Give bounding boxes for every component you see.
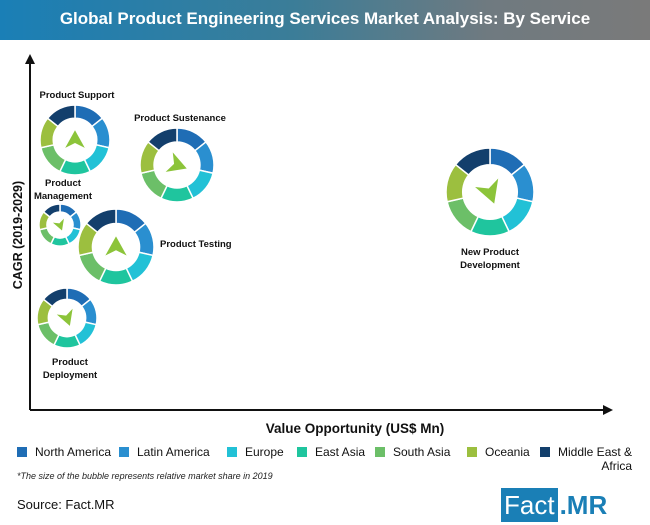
donut-segment-south-asia: [446, 197, 480, 233]
title-bar: Global Product Engineering Services Mark…: [0, 0, 650, 40]
bubble-product-management: Product Management: [34, 178, 93, 247]
legend-item-north-america: North America: [17, 445, 111, 459]
legend-swatch: [375, 447, 385, 457]
legend-item-middle-east-africa: Middle East & Africa: [540, 445, 632, 473]
legend-item-europe: Europe: [227, 445, 284, 459]
x-axis-arrow-icon: [603, 405, 613, 415]
trend-arrow-icon: [105, 236, 127, 256]
legend-swatch: [227, 447, 237, 457]
legend-swatch: [467, 447, 477, 457]
trend-arrow-icon: [52, 218, 64, 231]
bubble-product-support: Product Support: [39, 90, 116, 176]
donut-segment-middle-east-africa: [454, 147, 491, 177]
donut-segment-south-asia: [38, 226, 56, 245]
donut-segment-south-asia: [140, 169, 169, 200]
legend-label: North America: [35, 445, 112, 459]
donut-segment-south-asia: [39, 143, 67, 173]
x-axis-label: Value Opportunity (US$ Mn): [265, 421, 445, 436]
legend-label: South Asia: [393, 445, 451, 459]
y-axis-label: CAGR (2019-2029): [11, 180, 25, 290]
footnote: *The size of the bubble represents relat…: [17, 471, 273, 481]
trend-arrow-icon: [165, 152, 187, 172]
legend-swatch: [17, 447, 27, 457]
bubble-label: Product Testing: [160, 239, 232, 250]
legend-item-latin-america: Latin America: [119, 445, 210, 459]
legend-label: Europe: [245, 445, 284, 459]
legend-label: Latin America: [137, 445, 210, 459]
donut-segment-middle-east-africa: [42, 287, 68, 308]
bubble-product-testing: Product Testing: [77, 208, 232, 286]
legend-swatch: [119, 447, 129, 457]
factmr-logo: Fact .MR: [501, 488, 607, 522]
legend-item-oceania: Oceania: [467, 445, 530, 459]
legend-label-line: Africa: [601, 459, 633, 473]
bubble-label: Product Sustenance: [134, 113, 226, 124]
bubble-label: Product: [52, 357, 89, 368]
legend-swatch: [540, 447, 550, 457]
legend-swatch: [297, 447, 307, 457]
donut-segment-middle-east-africa: [85, 208, 117, 234]
donut-segment-south-asia: [36, 321, 60, 347]
source-text: Source: Fact.MR: [17, 497, 115, 512]
donut-segment-middle-east-africa: [42, 203, 61, 218]
bubble-label: Deployment: [43, 370, 98, 381]
chart-title: Global Product Engineering Services Mark…: [59, 9, 591, 28]
bubble-product-sustenance: Product Sustenance: [134, 113, 226, 203]
legend-label: Middle East & Africa: [558, 445, 632, 473]
bubble-new-product-development: New Product Development: [445, 147, 535, 271]
legend-label-line: Middle East &: [558, 445, 633, 459]
bubble-label: Management: [34, 191, 93, 202]
legend-item-east-asia: East Asia: [297, 445, 365, 459]
donut-segment-middle-east-africa: [147, 127, 178, 152]
trend-arrow-icon: [65, 130, 85, 148]
bubble-product-deployment: Product Deployment: [36, 287, 98, 381]
legend-label: East Asia: [315, 445, 366, 459]
bubble-label: Product: [45, 178, 82, 189]
bubble-label: Product Support: [40, 90, 116, 101]
legend-label: Oceania: [485, 445, 530, 459]
donut-segment-south-asia: [78, 251, 107, 283]
donut-segment-middle-east-africa: [46, 104, 76, 128]
trend-arrow-icon: [56, 308, 73, 326]
bubble-label: Development: [460, 260, 520, 271]
logo-part-2: .MR: [559, 490, 608, 520]
legend-item-south-asia: South Asia: [375, 445, 450, 459]
logo-part-1: Fact: [501, 488, 558, 522]
trend-arrow-icon: [475, 178, 499, 204]
y-axis-arrow-icon: [25, 54, 35, 64]
bubble-label: New Product: [461, 247, 520, 258]
